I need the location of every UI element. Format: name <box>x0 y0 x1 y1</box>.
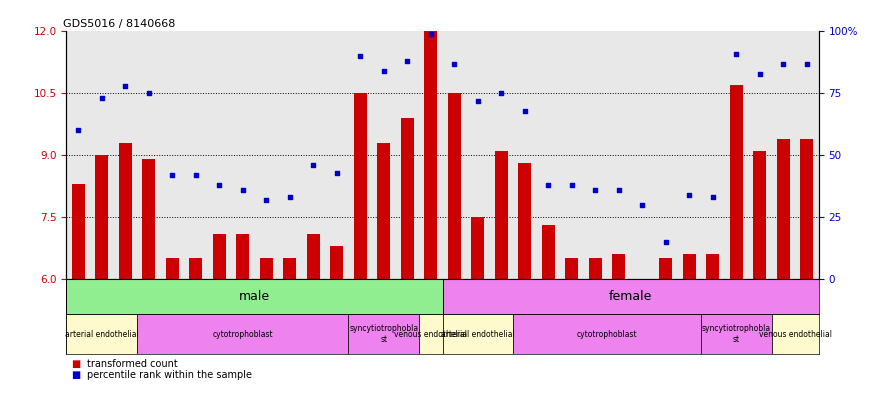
Point <box>377 68 391 74</box>
Bar <box>800 139 813 279</box>
Bar <box>72 184 85 279</box>
Point <box>542 182 556 188</box>
Point <box>658 239 673 245</box>
Bar <box>165 259 179 279</box>
Bar <box>377 143 390 279</box>
Bar <box>442 279 819 314</box>
Point <box>95 95 109 101</box>
Bar <box>142 159 155 279</box>
Bar <box>448 93 461 279</box>
Text: percentile rank within the sample: percentile rank within the sample <box>87 370 251 380</box>
Bar <box>307 233 319 279</box>
Bar <box>542 225 555 279</box>
Bar <box>753 151 766 279</box>
Point <box>212 182 227 188</box>
Point <box>424 31 438 37</box>
Bar <box>354 93 366 279</box>
Point <box>165 172 180 178</box>
Bar <box>96 155 108 279</box>
Point <box>729 51 743 57</box>
Bar <box>706 254 720 279</box>
Text: venous endothelial: venous endothelial <box>758 330 832 338</box>
Point <box>400 58 414 64</box>
Point <box>235 187 250 193</box>
Bar <box>472 217 484 279</box>
Bar <box>236 233 250 279</box>
Bar <box>566 259 578 279</box>
Point <box>353 53 367 59</box>
Bar <box>730 85 743 279</box>
Bar <box>66 279 442 314</box>
Point <box>447 61 461 67</box>
Point <box>471 97 485 104</box>
Bar <box>772 314 819 354</box>
Text: cytotrophoblast: cytotrophoblast <box>212 330 273 338</box>
Bar <box>612 254 626 279</box>
Bar <box>401 118 413 279</box>
Bar <box>66 314 137 354</box>
Bar <box>419 314 442 354</box>
Text: GDS5016 / 8140668: GDS5016 / 8140668 <box>63 19 175 29</box>
Point <box>518 108 532 114</box>
Text: ■: ■ <box>71 370 80 380</box>
Point <box>259 196 273 203</box>
Point <box>189 172 203 178</box>
Text: cytotrophoblast: cytotrophoblast <box>577 330 637 338</box>
Text: ■: ■ <box>71 358 80 369</box>
Point <box>142 90 156 97</box>
Point <box>71 127 85 134</box>
Text: female: female <box>609 290 652 303</box>
Text: venous endothelial: venous endothelial <box>394 330 467 338</box>
Bar <box>513 314 701 354</box>
Point <box>306 162 320 168</box>
Point <box>753 70 767 77</box>
Point <box>635 202 650 208</box>
Bar <box>189 259 202 279</box>
Bar <box>212 233 226 279</box>
Point <box>705 194 720 200</box>
Bar <box>495 151 508 279</box>
Point <box>682 192 696 198</box>
Bar <box>777 139 789 279</box>
Bar <box>119 143 132 279</box>
Bar <box>424 31 437 279</box>
Point <box>565 182 579 188</box>
Bar <box>701 314 772 354</box>
Text: arterial endothelial: arterial endothelial <box>441 330 515 338</box>
Bar <box>659 259 673 279</box>
Point <box>612 187 626 193</box>
Bar <box>283 259 296 279</box>
Bar <box>330 246 343 279</box>
Bar <box>349 314 419 354</box>
Text: syncytiotrophobla
st: syncytiotrophobla st <box>350 324 419 344</box>
Point <box>282 194 296 200</box>
Bar <box>442 314 513 354</box>
Point <box>329 169 343 176</box>
Point <box>494 90 508 97</box>
Text: syncytiotrophobla
st: syncytiotrophobla st <box>702 324 771 344</box>
Point <box>589 187 603 193</box>
Bar <box>683 254 696 279</box>
Text: male: male <box>239 290 270 303</box>
Text: transformed count: transformed count <box>87 358 178 369</box>
Bar <box>519 163 531 279</box>
Point <box>800 61 814 67</box>
Bar <box>259 259 273 279</box>
Bar <box>589 259 602 279</box>
Bar <box>137 314 349 354</box>
Text: arterial endothelial: arterial endothelial <box>65 330 139 338</box>
Point <box>776 61 790 67</box>
Point <box>118 83 132 89</box>
